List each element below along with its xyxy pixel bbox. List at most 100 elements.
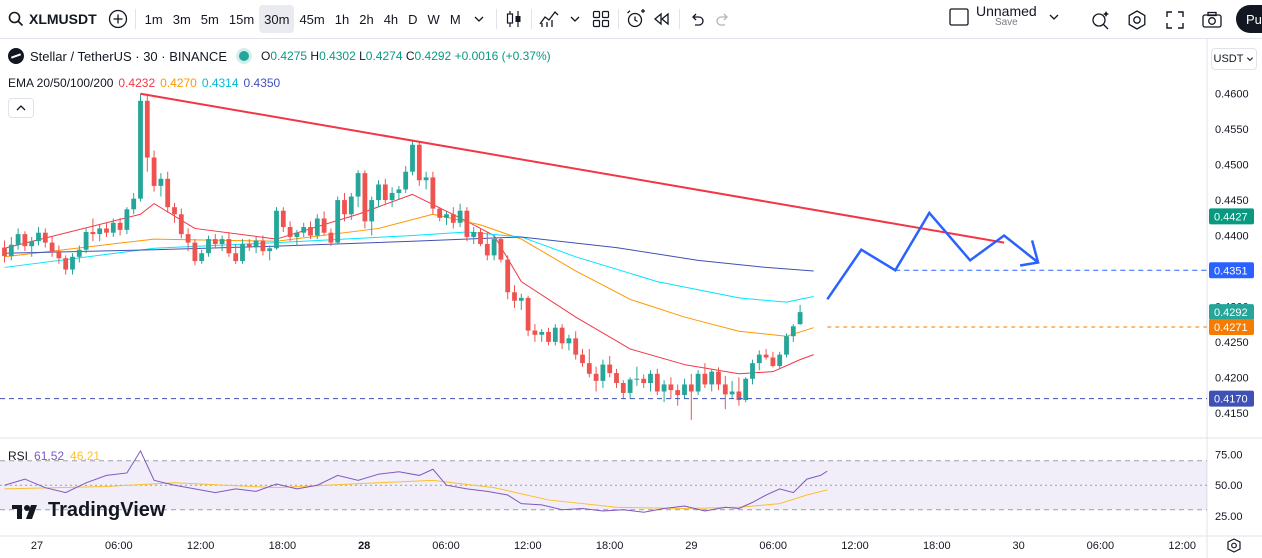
- candle-body: [491, 239, 497, 256]
- candle-body: [362, 173, 368, 222]
- search-icon: [8, 11, 24, 27]
- candle-body: [777, 354, 783, 366]
- axis-settings-icon[interactable]: [1227, 538, 1241, 553]
- symbol-title[interactable]: Stellar / TetherUS · 30 · BINANCE: [30, 48, 227, 64]
- candle-body: [559, 327, 565, 344]
- quick-search-button[interactable]: [1088, 6, 1114, 34]
- replay-button[interactable]: [649, 5, 675, 33]
- candle-body: [722, 384, 728, 395]
- rsi-ma-value: 46.21: [70, 449, 101, 463]
- candle-body: [607, 364, 613, 374]
- layout-manager[interactable]: Unnamed Save: [948, 4, 1061, 29]
- candle-body: [403, 171, 409, 190]
- candle-body: [716, 371, 721, 385]
- price-tick-label: 0.4550: [1215, 124, 1249, 136]
- candle-body: [42, 232, 48, 243]
- indicators-dropdown-button[interactable]: [562, 5, 588, 33]
- candle-body: [675, 390, 681, 396]
- interval-d-button[interactable]: D: [408, 11, 418, 27]
- layout-name[interactable]: Unnamed Save: [976, 4, 1037, 29]
- candle-body: [430, 177, 436, 209]
- settings-button[interactable]: [1124, 6, 1150, 34]
- currency-unit-button[interactable]: USDT: [1211, 48, 1257, 70]
- interval-45m-button[interactable]: 45m: [299, 11, 325, 27]
- undo-button[interactable]: [684, 5, 710, 33]
- drawing-layer[interactable]: [0, 92, 1207, 400]
- time-axis[interactable]: 27 06:00 12:00 18:00 28 06:00 12:00 18:00 29 06:0…: [31, 538, 1241, 553]
- candle-body: [437, 208, 443, 218]
- interval-15m-button[interactable]: 15m: [228, 11, 255, 27]
- chevron-down-icon: [474, 16, 484, 22]
- candle-body: [525, 297, 531, 331]
- interval-dropdown-button[interactable]: [466, 5, 492, 33]
- rsi-legend[interactable]: RSI 61.52 46.21: [8, 449, 100, 463]
- symbol-search[interactable]: XLMUSDT: [0, 11, 105, 27]
- rsi-axis[interactable]: 75.00 50.00 25.00: [1215, 450, 1243, 523]
- snapshot-button[interactable]: [1199, 6, 1225, 34]
- fullscreen-button[interactable]: [1162, 6, 1188, 34]
- compare-symbol-button[interactable]: [105, 5, 131, 33]
- indicators-button[interactable]: [536, 5, 562, 33]
- candle-body: [8, 244, 14, 257]
- candle-body: [450, 214, 456, 223]
- candle-body: [790, 326, 796, 337]
- interval-4h-button[interactable]: 4h: [383, 11, 399, 27]
- grid-icon: [592, 10, 609, 28]
- time-tick-label: 12:00: [514, 540, 542, 552]
- candle-body: [15, 234, 21, 245]
- chevron-down-icon[interactable]: [1047, 11, 1061, 23]
- interval-2h-button[interactable]: 2h: [359, 11, 374, 27]
- candle-body: [573, 338, 579, 355]
- interval-w-button[interactable]: W: [427, 11, 440, 27]
- candle-body: [627, 379, 633, 393]
- candle-body: [63, 258, 69, 270]
- candle-body: [253, 240, 259, 247]
- candle-body: [770, 357, 776, 366]
- rsi-line: [4, 449, 828, 513]
- candle-body: [416, 144, 422, 181]
- candle-body: [110, 222, 116, 233]
- rsi-label: RSI: [8, 449, 29, 463]
- price-axis[interactable]: 0.46000.45500.45000.44500.44000.43500.43…: [1209, 89, 1254, 420]
- redo-button[interactable]: [710, 5, 736, 33]
- rsi-tick-label: 25.00: [1215, 511, 1243, 523]
- candle-body: [518, 297, 524, 301]
- time-tick-label: 06:00: [105, 540, 133, 552]
- candle-body: [484, 244, 490, 256]
- time-tick-label: 06:00: [759, 540, 787, 552]
- templates-button[interactable]: [588, 5, 614, 33]
- fullscreen-icon: [1166, 11, 1184, 29]
- rsi-tick-label: 50.00: [1215, 480, 1243, 492]
- price-chart[interactable]: 0.4600 0.4550 0.4500 0.4450 0.4400 0.4350 0.43…: [0, 38, 1262, 558]
- change-value: +0.0016 (+0.37%): [454, 49, 551, 63]
- interval-m-button[interactable]: M: [449, 11, 461, 27]
- candle-body: [206, 239, 211, 254]
- candle-body: [76, 249, 82, 257]
- interval-1m-button[interactable]: 1m: [144, 11, 163, 27]
- interval-30m-button[interactable]: 30m: [259, 5, 295, 33]
- interval-1h-button[interactable]: 1h: [334, 11, 350, 27]
- price-tick-label: 0.4600: [1215, 89, 1249, 101]
- layout-save-status: Save: [994, 17, 1018, 28]
- candle-body: [702, 373, 708, 385]
- gear-center: [1231, 542, 1237, 549]
- candle-body: [654, 373, 660, 392]
- collapse-legend-button[interactable]: [8, 98, 34, 118]
- interval-5m-button[interactable]: 5m: [200, 11, 219, 27]
- high-label: H: [310, 49, 320, 63]
- tradingview-logo[interactable]: TradingView: [12, 499, 165, 522]
- publish-button[interactable]: Pu: [1236, 5, 1262, 33]
- interval-3m-button[interactable]: 3m: [172, 11, 191, 27]
- indicators-icon: [539, 11, 559, 27]
- ema50-line: [4, 213, 814, 337]
- chart-grid: [0, 38, 1262, 558]
- unit-label: USDT: [1213, 53, 1244, 65]
- candle-body: [199, 253, 205, 262]
- alert-button[interactable]: [623, 5, 649, 33]
- price-tag-label: 0.4271: [1214, 322, 1248, 334]
- chart-type-button[interactable]: [501, 5, 527, 33]
- ema-label: EMA 20/50/100/200: [8, 76, 114, 90]
- chevron-up-icon: [16, 105, 26, 111]
- ema-legend[interactable]: EMA 20/50/100/200 0.4232 0.4270 0.4314 0…: [8, 76, 280, 90]
- tradingview-mark-icon: [12, 504, 37, 519]
